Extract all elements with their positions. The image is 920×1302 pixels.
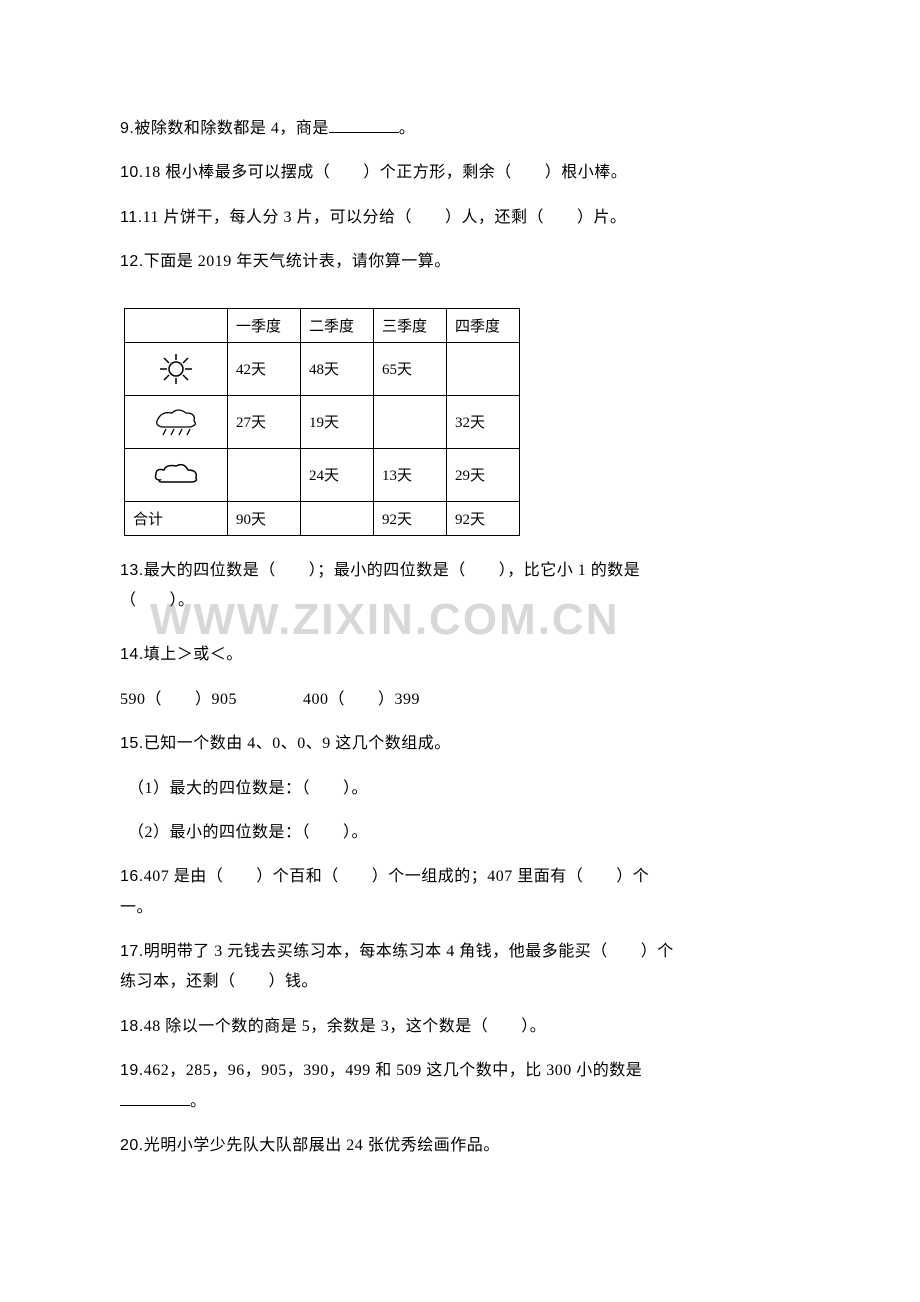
table-cell: 32天 — [447, 395, 520, 448]
q15-sub1: （1）最大的四位数是：（ ）。 — [128, 774, 800, 804]
q20-text: 光明小学少先队大队部展出 24 张优秀绘画作品。 — [144, 1137, 500, 1154]
table-cell — [374, 395, 447, 448]
q9-blank — [329, 116, 399, 133]
q12-text: 下面是 2019 年天气统计表，请你算一算。 — [144, 253, 451, 270]
q14-number: 14. — [120, 646, 144, 663]
table-cell: 92天 — [447, 501, 520, 535]
table-cell: 48天 — [301, 342, 374, 395]
q15-number: 15. — [120, 735, 144, 752]
q14-row: 590（ ）905 400（ ）399 — [120, 685, 800, 715]
q16-line1: 407 是由（ ）个百和（ ）个一组成的；407 里面有（ ）个 — [144, 868, 650, 885]
table-header: 一季度 — [228, 308, 301, 342]
q17-number: 17. — [120, 943, 144, 960]
question-11: 11.11 片饼干，每人分 3 片，可以分给（ ）人，还剩（ ）片。 — [120, 203, 800, 233]
table-cell — [301, 501, 374, 535]
table-header: 三季度 — [374, 308, 447, 342]
table-cell: 24天 — [301, 448, 374, 501]
question-14: 14.填上＞或＜。 — [120, 640, 800, 670]
q14-expr: 590（ ）905 400（ ）399 — [120, 685, 420, 715]
q19-number: 19. — [120, 1062, 144, 1079]
q12-number: 12. — [120, 253, 144, 270]
table-total-label: 合计 — [125, 501, 228, 535]
q18-number: 18. — [120, 1018, 144, 1035]
question-15: 15.已知一个数由 4、0、0、9 这几个数组成。 — [120, 729, 800, 759]
table-cell — [447, 342, 520, 395]
table-header: 二季度 — [301, 308, 374, 342]
question-19: 19.462，285，96，905，390，499 和 509 这几个数中，比 … — [120, 1056, 800, 1117]
table-cell: 27天 — [228, 395, 301, 448]
q19-line2: 。 — [190, 1093, 207, 1110]
weather-table: 一季度 二季度 三季度 四季度 42天 48天 65天 27天 19天 — [124, 308, 520, 536]
table-cell: 92天 — [374, 501, 447, 535]
table-cell: 65天 — [374, 342, 447, 395]
table-cell — [228, 448, 301, 501]
q13-number: 13. — [120, 562, 144, 579]
q16-line2: 一。 — [120, 899, 153, 916]
q9-text-b: 。 — [399, 120, 416, 137]
q15-text: 已知一个数由 4、0、0、9 这几个数组成。 — [144, 735, 451, 752]
q18-text: 48 除以一个数的商是 5，余数是 3，这个数是（ ）。 — [144, 1018, 547, 1035]
table-header-row: 一季度 二季度 三季度 四季度 — [125, 308, 520, 342]
q10-text: 18 根小棒最多可以摆成（ ）个正方形，剩余（ ）根小棒。 — [144, 164, 628, 181]
table-corner — [125, 308, 228, 342]
table-header: 四季度 — [447, 308, 520, 342]
question-20: 20.光明小学少先队大队部展出 24 张优秀绘画作品。 — [120, 1131, 800, 1161]
q13-line2: （ ）。 — [120, 592, 195, 609]
question-16: 16.407 是由（ ）个百和（ ）个一组成的；407 里面有（ ）个 一。 — [120, 862, 800, 923]
q17-line1: 明明带了 3 元钱去买练习本，每本练习本 4 角钱，他最多能买（ ）个 — [144, 943, 674, 960]
table-cell: 13天 — [374, 448, 447, 501]
q9-text-a: 被除数和除数都是 4，商是 — [134, 120, 329, 137]
table-cell: 42天 — [228, 342, 301, 395]
q16-number: 16. — [120, 868, 144, 885]
q17-line2: 练习本，还剩（ ）钱。 — [120, 973, 318, 990]
question-10: 10.18 根小棒最多可以摆成（ ）个正方形，剩余（ ）根小棒。 — [120, 158, 800, 188]
table-cell: 29天 — [447, 448, 520, 501]
q19-line1: 462，285，96，905，390，499 和 509 这几个数中，比 300… — [144, 1062, 643, 1079]
question-12: 12.下面是 2019 年天气统计表，请你算一算。 — [120, 247, 800, 277]
question-9: 9.被除数和除数都是 4，商是 。 — [120, 114, 800, 144]
q13-line1: 最大的四位数是（ ）；最小的四位数是（ ），比它小 1 的数是 — [144, 562, 641, 579]
q14-text: 填上＞或＜。 — [144, 646, 243, 663]
table-row: 24天 13天 29天 — [125, 448, 520, 501]
q11-number: 11. — [120, 209, 143, 226]
table-row: 27天 19天 32天 — [125, 395, 520, 448]
q20-number: 20. — [120, 1137, 144, 1154]
cloud-icon — [125, 448, 228, 501]
q15-sub2: （2）最小的四位数是：（ ）。 — [128, 818, 800, 848]
question-13: 13.最大的四位数是（ ）；最小的四位数是（ ），比它小 1 的数是 （ ）。 — [120, 556, 800, 617]
table-total-row: 合计 90天 92天 92天 — [125, 501, 520, 535]
table-row: 42天 48天 65天 — [125, 342, 520, 395]
sun-icon — [125, 342, 228, 395]
question-18: 18.48 除以一个数的商是 5，余数是 3，这个数是（ ）。 — [120, 1012, 800, 1042]
q11-text: 11 片饼干，每人分 3 片，可以分给（ ）人，还剩（ ）片。 — [143, 209, 627, 226]
table-cell: 90天 — [228, 501, 301, 535]
q10-number: 10. — [120, 164, 144, 181]
table-cell: 19天 — [301, 395, 374, 448]
question-17: 17.明明带了 3 元钱去买练习本，每本练习本 4 角钱，他最多能买（ ）个 练… — [120, 937, 800, 998]
q9-number: 9. — [120, 120, 134, 137]
q19-blank — [120, 1089, 190, 1106]
rain-icon — [125, 395, 228, 448]
